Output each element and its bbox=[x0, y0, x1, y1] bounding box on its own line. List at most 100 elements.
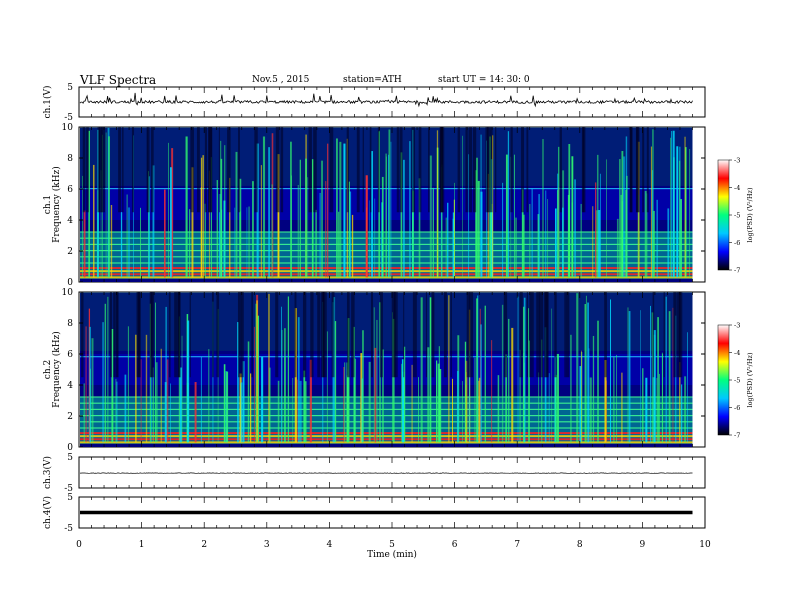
spectrogram-streak bbox=[584, 304, 587, 443]
spectrogram-streak bbox=[252, 181, 254, 278]
spectrogram-streak bbox=[128, 207, 130, 278]
spectrogram-streak bbox=[346, 375, 349, 443]
spectrogram-streak bbox=[148, 176, 150, 278]
spectrogram-gap bbox=[673, 292, 677, 378]
spectrogram-gap bbox=[487, 127, 491, 213]
spectrogram-gap bbox=[174, 292, 178, 378]
spectrogram-streak bbox=[571, 202, 573, 278]
spectrogram-streak bbox=[650, 305, 651, 443]
spectrogram-streak bbox=[456, 371, 459, 443]
spectrogram-streak bbox=[412, 190, 414, 278]
spectrogram-streak bbox=[88, 308, 91, 443]
spectrogram-streak bbox=[354, 358, 357, 443]
spectrogram-streak bbox=[290, 141, 292, 278]
spectrogram-streak bbox=[557, 146, 560, 278]
colorbar-label: log(PSD) (V²/Hz) bbox=[746, 352, 754, 407]
spectrogram-streak bbox=[490, 159, 493, 278]
colorbar-tick-label: -3 bbox=[734, 157, 740, 165]
spectrogram-gap bbox=[411, 127, 416, 213]
spectrogram-streak bbox=[246, 207, 248, 278]
spectrogram-streak bbox=[581, 350, 582, 443]
spectrogram-streak bbox=[148, 171, 149, 278]
spectrogram-gap bbox=[526, 127, 529, 213]
spectrogram-streak bbox=[621, 372, 623, 443]
x-tick-label: 6 bbox=[452, 540, 458, 550]
spectrogram-streak bbox=[240, 382, 243, 443]
spectrogram-streak bbox=[171, 148, 174, 278]
spectrogram-streak bbox=[587, 302, 589, 443]
spectrogram-streak bbox=[670, 137, 672, 278]
spectrogram-streak bbox=[505, 154, 508, 278]
spectrogram-streak bbox=[83, 210, 86, 278]
spectrogram-streak bbox=[627, 307, 629, 443]
spectrogram-gap bbox=[137, 292, 141, 378]
spectrogram-streak bbox=[351, 214, 354, 278]
spectrogram-streak bbox=[170, 167, 172, 278]
spectrogram-gap bbox=[521, 127, 525, 213]
spectrogram-streak bbox=[469, 350, 471, 443]
spectrogram-streak bbox=[447, 202, 449, 278]
spectrogram-streak bbox=[235, 151, 238, 278]
spectrogram-streak bbox=[511, 327, 514, 443]
spectrogram-streak bbox=[468, 154, 470, 278]
spectrogram-gap bbox=[227, 127, 231, 213]
spectrogram-gap bbox=[418, 127, 422, 213]
spectrogram-streak bbox=[548, 373, 550, 443]
spectrogram-gap bbox=[131, 127, 135, 213]
spectrogram-gap bbox=[254, 127, 258, 213]
spectrogram-streak bbox=[88, 130, 90, 278]
spectrogram-band-line bbox=[80, 356, 693, 358]
spectrogram-gap bbox=[629, 127, 633, 213]
spectrogram-mid-region bbox=[80, 354, 693, 385]
spectrogram-streak bbox=[427, 347, 430, 443]
x-tick-label: 5 bbox=[389, 540, 395, 550]
spectrogram-streak bbox=[432, 187, 434, 278]
spectrogram-streak bbox=[268, 147, 270, 278]
spectrogram-gap bbox=[652, 292, 655, 378]
spectrogram-streak bbox=[657, 317, 660, 443]
spectrogram-streak bbox=[638, 194, 639, 278]
spectrogram-gap bbox=[510, 127, 513, 213]
spectrogram-streak bbox=[513, 154, 515, 278]
spectrogram-streak bbox=[140, 207, 141, 278]
spectrogram-streak bbox=[452, 378, 454, 443]
y-axis-label: ch.3(V) bbox=[42, 456, 53, 489]
spectrogram-streak bbox=[348, 181, 350, 278]
spectrogram-gap bbox=[370, 292, 374, 378]
spectrogram-streak bbox=[155, 362, 158, 443]
spectrogram-streak bbox=[155, 302, 156, 443]
spectrogram-streak bbox=[115, 378, 117, 443]
spectrogram-gap bbox=[237, 292, 242, 378]
spectrogram-gap bbox=[241, 292, 244, 378]
spectrogram-streak bbox=[598, 210, 601, 278]
spectrogram-gap bbox=[443, 292, 447, 378]
spectrogram-streak bbox=[679, 362, 681, 443]
spectrogram-gap bbox=[391, 292, 396, 378]
spectrogram-streak bbox=[325, 181, 327, 278]
spectrogram-streak bbox=[445, 217, 447, 278]
spectrogram-gap bbox=[211, 292, 214, 378]
spectrogram-streak bbox=[555, 208, 557, 278]
spectrogram-streak bbox=[644, 190, 647, 278]
spectrogram-streak bbox=[92, 164, 95, 278]
y-axis-label: Frequency (kHz) bbox=[51, 331, 62, 408]
spectrogram-streak bbox=[388, 129, 391, 278]
spectrogram-gap bbox=[559, 127, 562, 213]
spectrogram-streak bbox=[484, 305, 486, 443]
spectrogram-streak bbox=[344, 362, 346, 443]
spectrogram-gap bbox=[147, 127, 150, 213]
y-tick-label: -5 bbox=[64, 113, 73, 123]
spectrogram-gap bbox=[113, 292, 116, 378]
spectrogram-streak bbox=[409, 141, 411, 278]
spectrogram-streak bbox=[554, 374, 557, 443]
spectrogram-streak bbox=[365, 175, 368, 278]
spectrogram-streak bbox=[490, 340, 493, 443]
spectrogram-streak bbox=[652, 129, 654, 278]
spectrogram-streak bbox=[604, 360, 607, 443]
spectrogram-streak bbox=[390, 141, 392, 278]
spectrogram-streak bbox=[404, 350, 406, 443]
spectrogram-streak bbox=[400, 152, 403, 278]
spectrogram-gap bbox=[472, 127, 477, 213]
spectrogram-streak bbox=[659, 373, 660, 443]
